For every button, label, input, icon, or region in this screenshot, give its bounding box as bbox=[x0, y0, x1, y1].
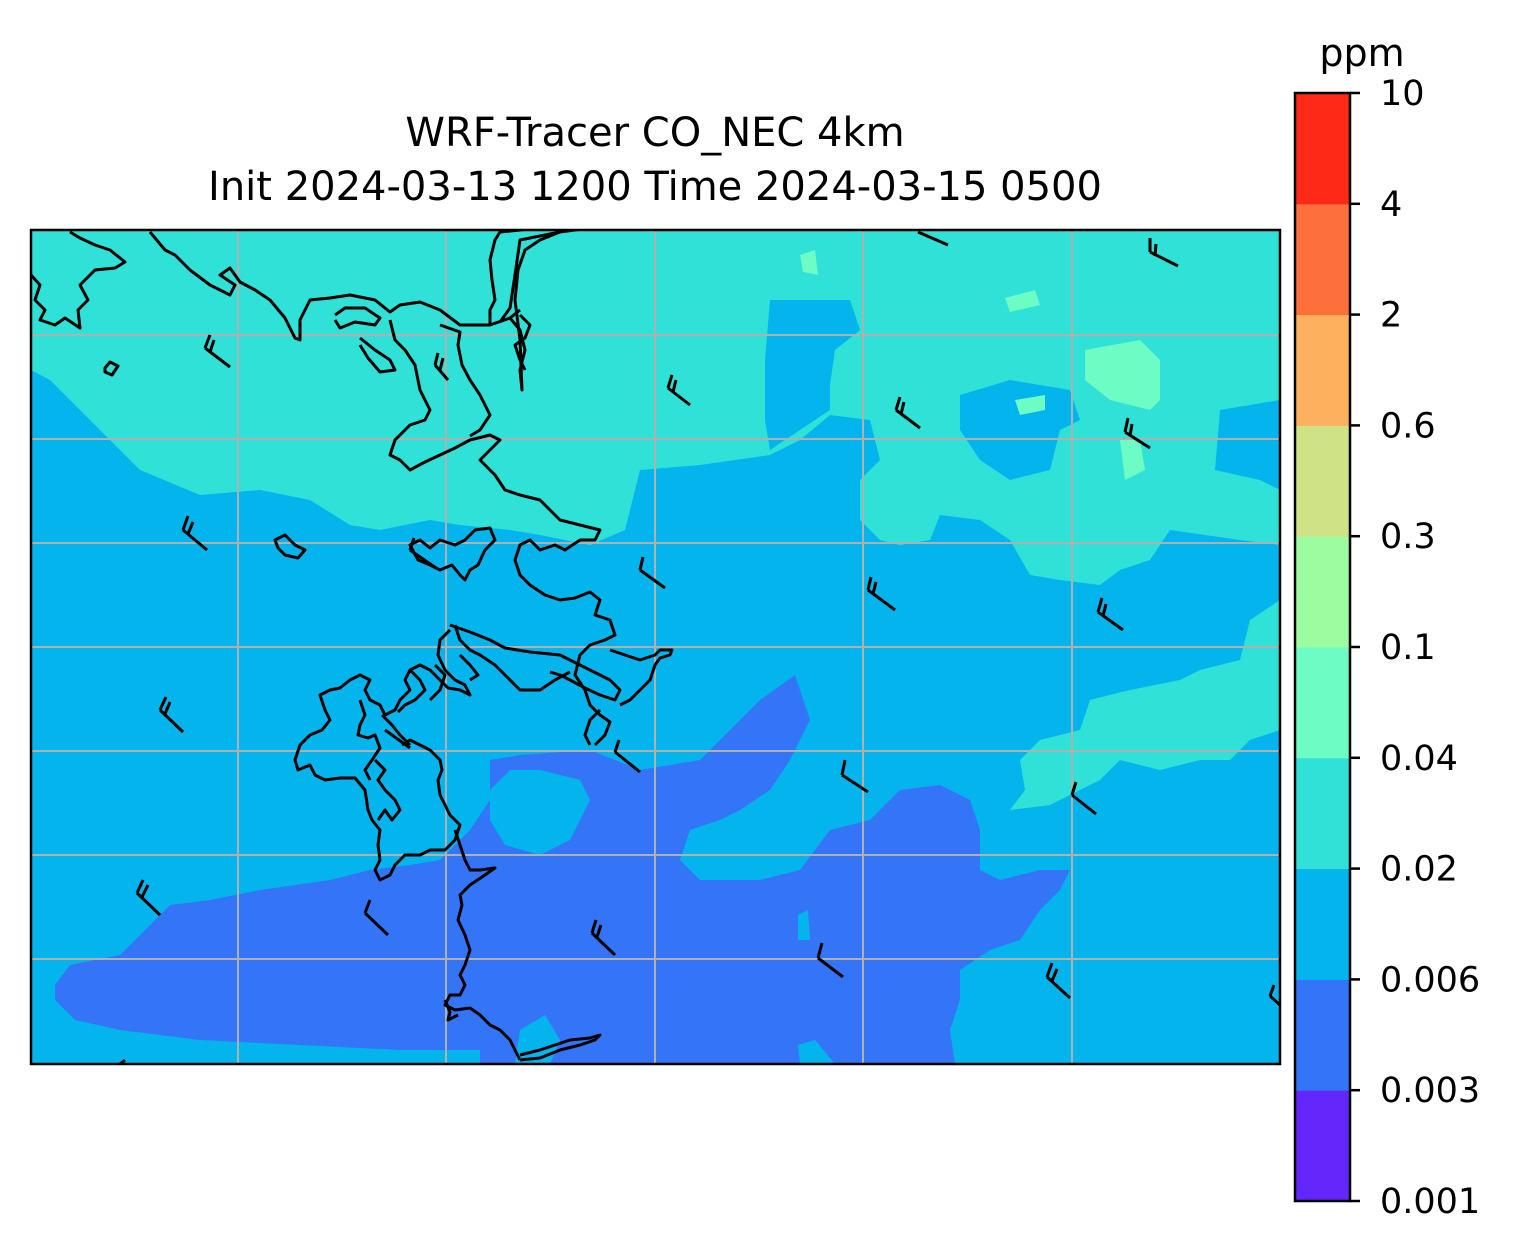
wind-barb bbox=[1045, 962, 1072, 1000]
colorbar-segment bbox=[1295, 1090, 1350, 1202]
field-band-0.006-hole-3 bbox=[798, 1040, 835, 1064]
field-band-0.04-patch-4 bbox=[1120, 440, 1145, 480]
wind-barb bbox=[384, 728, 411, 750]
wind-barb bbox=[866, 576, 896, 612]
field-band-0.003-south bbox=[31, 675, 1070, 1064]
wind-barb bbox=[135, 879, 162, 917]
field-band-0.04-patch-3 bbox=[1015, 395, 1045, 415]
wind-barb bbox=[1268, 984, 1280, 1007]
colorbar-segment bbox=[1295, 979, 1350, 1091]
wind-barb bbox=[840, 759, 869, 794]
wind-barb bbox=[590, 919, 617, 957]
wind-barb bbox=[181, 515, 208, 552]
field-band-0.04-patch-2 bbox=[1005, 290, 1040, 312]
wind-barb bbox=[613, 739, 641, 774]
colorbar-segment bbox=[1295, 314, 1350, 426]
wind-barb bbox=[917, 230, 949, 247]
wind-barb bbox=[1123, 417, 1151, 450]
coastlines bbox=[31, 230, 674, 1064]
map-frame bbox=[29, 228, 1282, 1066]
colorbar-segment bbox=[1295, 757, 1350, 870]
map-panel bbox=[31, 230, 1280, 1064]
colorbar-segment bbox=[1295, 203, 1350, 316]
field-band-0.006-inner-north bbox=[765, 300, 860, 450]
wind-barb bbox=[638, 556, 666, 590]
wind-barb bbox=[816, 942, 844, 979]
colorbar-tick-label: 0.1 bbox=[1380, 628, 1436, 668]
title-line-2: Init 2024-03-13 1200 Time 2024-03-15 050… bbox=[208, 164, 1102, 210]
colorbar-tick-label: 0.02 bbox=[1380, 850, 1458, 890]
colorbar-segment bbox=[1295, 536, 1350, 648]
colorbar-tick-label: 0.001 bbox=[1380, 1182, 1480, 1222]
wind-barb bbox=[363, 899, 390, 937]
colorbar-segment bbox=[1295, 868, 1350, 980]
wind-barb bbox=[433, 352, 450, 381]
wind-barb bbox=[158, 696, 185, 734]
wind-barb bbox=[408, 537, 437, 570]
colorbar-tick-label: 0.003 bbox=[1380, 1071, 1480, 1111]
colorbar-tick-label: 0.6 bbox=[1380, 406, 1436, 446]
field-band-0.04-patch-5 bbox=[800, 250, 818, 275]
wind-barb bbox=[203, 334, 231, 369]
field-band-0.006-hole bbox=[490, 770, 590, 855]
colorbar-tick-label: 4 bbox=[1380, 185, 1402, 225]
field-band-0.04-patch-1 bbox=[1085, 340, 1160, 410]
title-line-1: WRF-Tracer CO_NEC 4km bbox=[405, 110, 905, 156]
colorbar: 0.001 0.003 0.006 0.02 0.04 0.1 0.3 0.6 2 4 10 bbox=[1293, 74, 1480, 1222]
field-band-0.006-hole-4 bbox=[798, 910, 810, 940]
wind-barb bbox=[1070, 781, 1097, 816]
wind-barb bbox=[1096, 597, 1124, 632]
colorbar-segment bbox=[1295, 425, 1350, 537]
colorbar-unit-label: ppm bbox=[1319, 31, 1404, 75]
lat-lon-grid bbox=[31, 230, 1280, 1064]
colorbar-tick-label: 2 bbox=[1380, 296, 1402, 336]
field-band-0.006-inner-east bbox=[960, 380, 1080, 480]
colorbar-tick-label: 0.04 bbox=[1380, 739, 1458, 779]
field-band-0.02-east bbox=[1010, 600, 1280, 810]
colorbar-segment bbox=[1295, 93, 1350, 205]
field-band-0.006-hole-2 bbox=[515, 1015, 560, 1064]
colorbar-segment bbox=[1295, 647, 1350, 759]
wind-barb bbox=[1148, 238, 1179, 268]
wind-barb bbox=[894, 396, 921, 430]
wind-barb bbox=[666, 374, 691, 407]
wind-barbs bbox=[135, 230, 1280, 1007]
colorbar-tick-label: 10 bbox=[1380, 74, 1425, 114]
colorbar-tick-label: 0.006 bbox=[1380, 960, 1480, 1000]
colorbar-tick-label: 0.3 bbox=[1380, 517, 1436, 557]
map-title: WRF-Tracer CO_NEC 4km Init 2024-03-13 12… bbox=[30, 106, 1280, 214]
